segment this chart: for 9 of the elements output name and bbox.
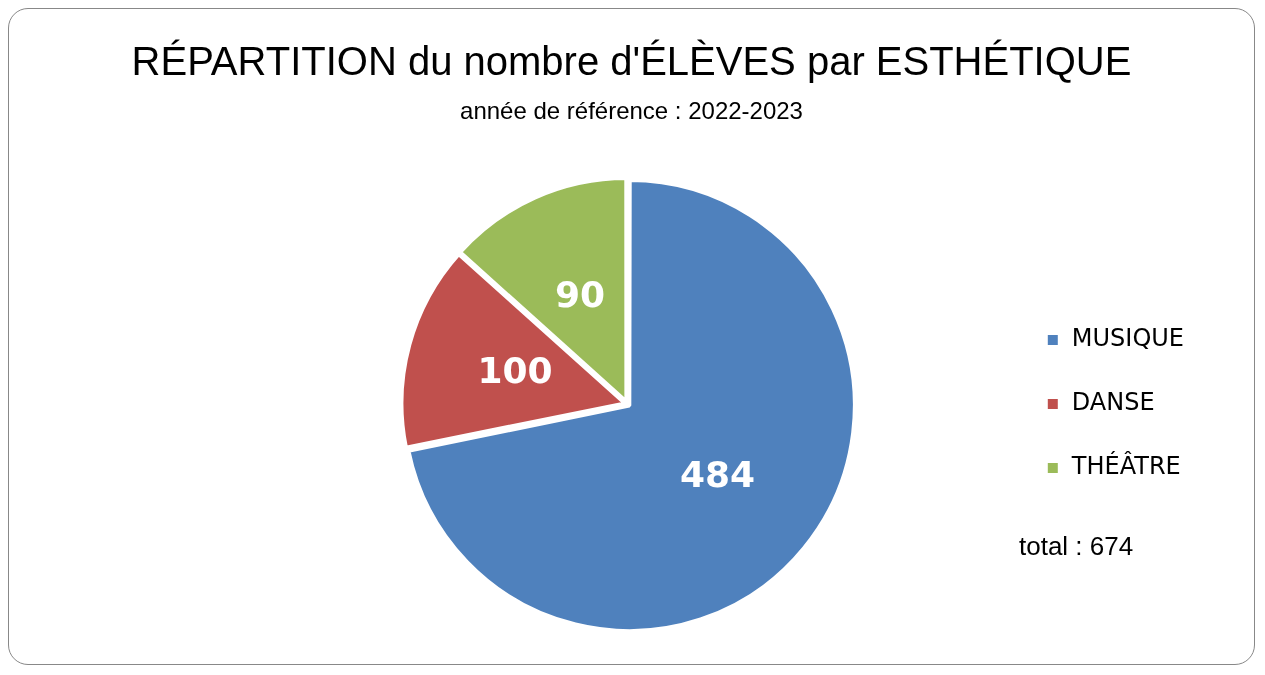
legend-label: MUSIQUE <box>1071 324 1185 353</box>
chart-title: RÉPARTITION du nombre d'ÉLÈVES par ESTHÉTIQUE <box>130 39 1133 84</box>
chart-subtitle: année de référence : 2022-2023 <box>459 97 804 125</box>
text: total : 674 <box>1019 531 1134 562</box>
legend-label: DANSE <box>1071 388 1155 417</box>
legend-label: THÉÂTRE <box>1070 451 1181 481</box>
data-label: 484 <box>680 454 756 496</box>
data-label: 90 <box>554 273 605 315</box>
data-label: 100 <box>477 349 553 391</box>
